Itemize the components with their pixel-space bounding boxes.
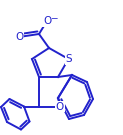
Text: −: − (50, 14, 57, 23)
Text: O: O (43, 16, 51, 26)
Text: S: S (65, 54, 72, 64)
Text: O: O (56, 102, 64, 112)
Text: O: O (15, 32, 23, 42)
